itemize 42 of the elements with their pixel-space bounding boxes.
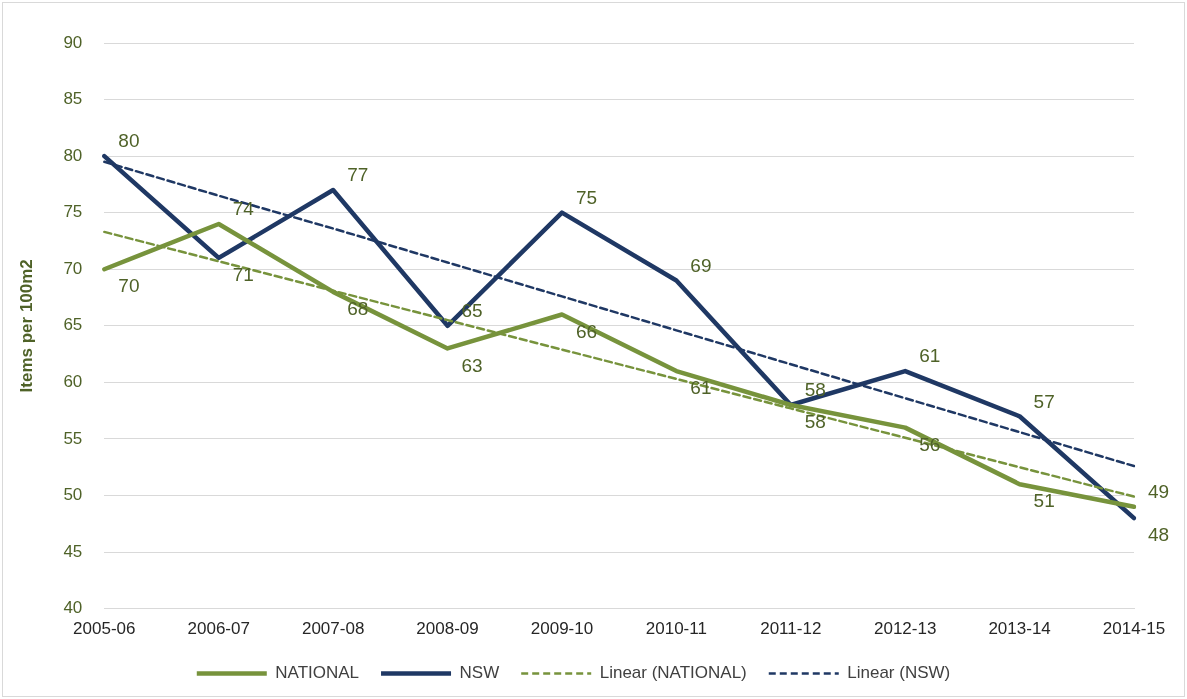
legend-label: NSW bbox=[459, 663, 500, 683]
x-tick-label: 2008-09 bbox=[416, 619, 479, 639]
y-axis-title: Items per 100m2 bbox=[16, 259, 36, 393]
data-label: 49 bbox=[1148, 481, 1170, 503]
data-label: 61 bbox=[919, 345, 941, 367]
x-tick-label: 2013-14 bbox=[988, 619, 1051, 639]
y-tick-label: 40 bbox=[63, 598, 83, 618]
y-tick-label: 75 bbox=[63, 202, 83, 222]
data-label: 65 bbox=[461, 300, 483, 322]
data-label: 69 bbox=[690, 254, 712, 276]
legend-label: NATIONAL bbox=[275, 663, 360, 683]
y-tick-label: 60 bbox=[63, 372, 83, 392]
data-label: 63 bbox=[461, 354, 483, 376]
data-label: 75 bbox=[575, 186, 598, 208]
y-tick-label: 55 bbox=[63, 428, 83, 448]
data-label: 58 bbox=[804, 379, 826, 401]
y-tick-label: 90 bbox=[63, 32, 83, 52]
data-label: 77 bbox=[347, 164, 369, 186]
x-tick-label: 2014-15 bbox=[1102, 619, 1166, 639]
x-tick-label: 2009-10 bbox=[530, 619, 594, 639]
legend-label: Linear (NATIONAL) bbox=[599, 663, 747, 683]
x-tick-label: 2006-07 bbox=[187, 619, 250, 639]
data-label: 58 bbox=[804, 411, 826, 433]
data-label: 48 bbox=[1148, 524, 1170, 546]
legend-label: Linear (NSW) bbox=[847, 663, 951, 683]
x-tick-label: 2007-08 bbox=[301, 619, 365, 639]
data-label: 51 bbox=[1033, 490, 1055, 512]
data-label: 71 bbox=[232, 264, 254, 286]
x-tick-label: 2005-06 bbox=[73, 619, 136, 639]
x-tick-label: 2012-13 bbox=[873, 619, 937, 639]
x-tick-label: 2011-12 bbox=[760, 619, 822, 639]
data-label: 80 bbox=[118, 130, 140, 152]
y-tick-label: 70 bbox=[63, 258, 83, 278]
y-tick-label: 80 bbox=[63, 145, 83, 165]
y-tick-label: 50 bbox=[63, 485, 83, 505]
y-tick-label: 85 bbox=[63, 89, 83, 109]
data-label: 70 bbox=[118, 275, 140, 297]
x-tick-label: 2010-11 bbox=[645, 619, 707, 639]
data-label: 74 bbox=[232, 198, 255, 220]
data-label: 57 bbox=[1033, 390, 1055, 412]
y-tick-label: 45 bbox=[63, 541, 83, 561]
y-tick-label: 65 bbox=[63, 315, 83, 335]
